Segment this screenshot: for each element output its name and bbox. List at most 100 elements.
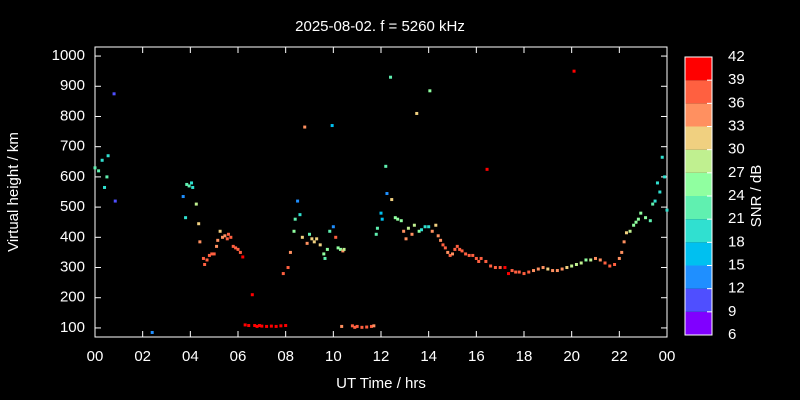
point (453, 247, 457, 251)
y-tick-label: 400 (60, 228, 85, 245)
x-tick-label: 18 (516, 348, 533, 365)
point (460, 249, 464, 253)
point (430, 229, 434, 233)
point (303, 125, 307, 129)
point (603, 261, 607, 265)
point (608, 264, 612, 268)
point (355, 324, 359, 328)
point (423, 225, 427, 229)
point (402, 229, 406, 233)
point (338, 247, 342, 251)
point (325, 247, 329, 251)
point (514, 270, 518, 274)
point (360, 325, 364, 329)
point (323, 256, 327, 260)
point (207, 253, 211, 257)
point (617, 256, 621, 260)
colorbar-tick-label: 30 (728, 141, 745, 158)
point (103, 185, 107, 189)
point (648, 219, 652, 223)
point (517, 270, 521, 274)
point (234, 246, 238, 250)
colorbar-tick-label: 39 (728, 71, 745, 88)
point (443, 246, 447, 250)
x-tick-label: 20 (563, 348, 580, 365)
point (655, 181, 659, 185)
point (181, 195, 185, 199)
point (210, 252, 214, 256)
point (194, 202, 198, 206)
point (665, 208, 669, 212)
point (187, 184, 191, 188)
point (660, 155, 664, 159)
point (589, 258, 593, 262)
point (644, 216, 648, 220)
point (663, 175, 667, 179)
point (639, 211, 643, 215)
point (212, 252, 216, 256)
colorbar-band (685, 103, 712, 127)
point (284, 324, 288, 328)
point (257, 324, 261, 328)
point (385, 192, 389, 196)
point (451, 252, 454, 256)
point (247, 324, 251, 328)
point (336, 246, 340, 250)
point (594, 256, 597, 260)
point (477, 259, 481, 263)
point (250, 293, 254, 297)
point (225, 237, 229, 241)
point (229, 235, 233, 239)
point (93, 166, 97, 170)
point (279, 324, 283, 328)
x-tick-label: 06 (230, 348, 247, 365)
point (253, 324, 257, 328)
point (231, 244, 235, 248)
point (198, 240, 202, 244)
point (380, 217, 384, 221)
point (507, 272, 511, 276)
point (458, 247, 462, 251)
point (489, 264, 493, 268)
point (221, 235, 225, 239)
y-tick-label: 1000 (52, 47, 85, 64)
point (455, 244, 459, 248)
point (201, 256, 205, 260)
colorbar-label: SNR / dB (748, 165, 765, 228)
point (415, 111, 419, 115)
point (522, 272, 526, 276)
point (420, 228, 424, 232)
point (292, 229, 296, 233)
point (598, 258, 602, 262)
point (281, 272, 285, 276)
point (243, 323, 247, 327)
point (305, 241, 309, 245)
point (375, 226, 379, 230)
point (260, 324, 264, 328)
point (536, 267, 540, 271)
colorbar-tick-label: 27 (728, 164, 745, 181)
y-axis-label: Virtual height / km (5, 132, 22, 252)
point (441, 243, 445, 247)
colorbar-tick-label: 6 (728, 326, 736, 343)
colorbar-tick-label: 21 (728, 210, 745, 227)
y-tick-label: 800 (60, 107, 85, 124)
point (471, 253, 475, 257)
point (340, 324, 344, 328)
point (328, 229, 332, 233)
point (218, 229, 222, 233)
point (393, 216, 397, 220)
x-tick-label: 02 (134, 348, 151, 365)
point (205, 258, 209, 262)
y-tick-label: 600 (60, 168, 85, 185)
point (322, 252, 326, 256)
point (565, 266, 569, 270)
point (298, 213, 302, 217)
colorbar-band (685, 172, 712, 196)
y-tick-label: 100 (60, 319, 85, 336)
point (197, 222, 201, 226)
point (106, 154, 110, 158)
point (579, 261, 583, 265)
point (624, 231, 628, 235)
point (293, 217, 297, 221)
